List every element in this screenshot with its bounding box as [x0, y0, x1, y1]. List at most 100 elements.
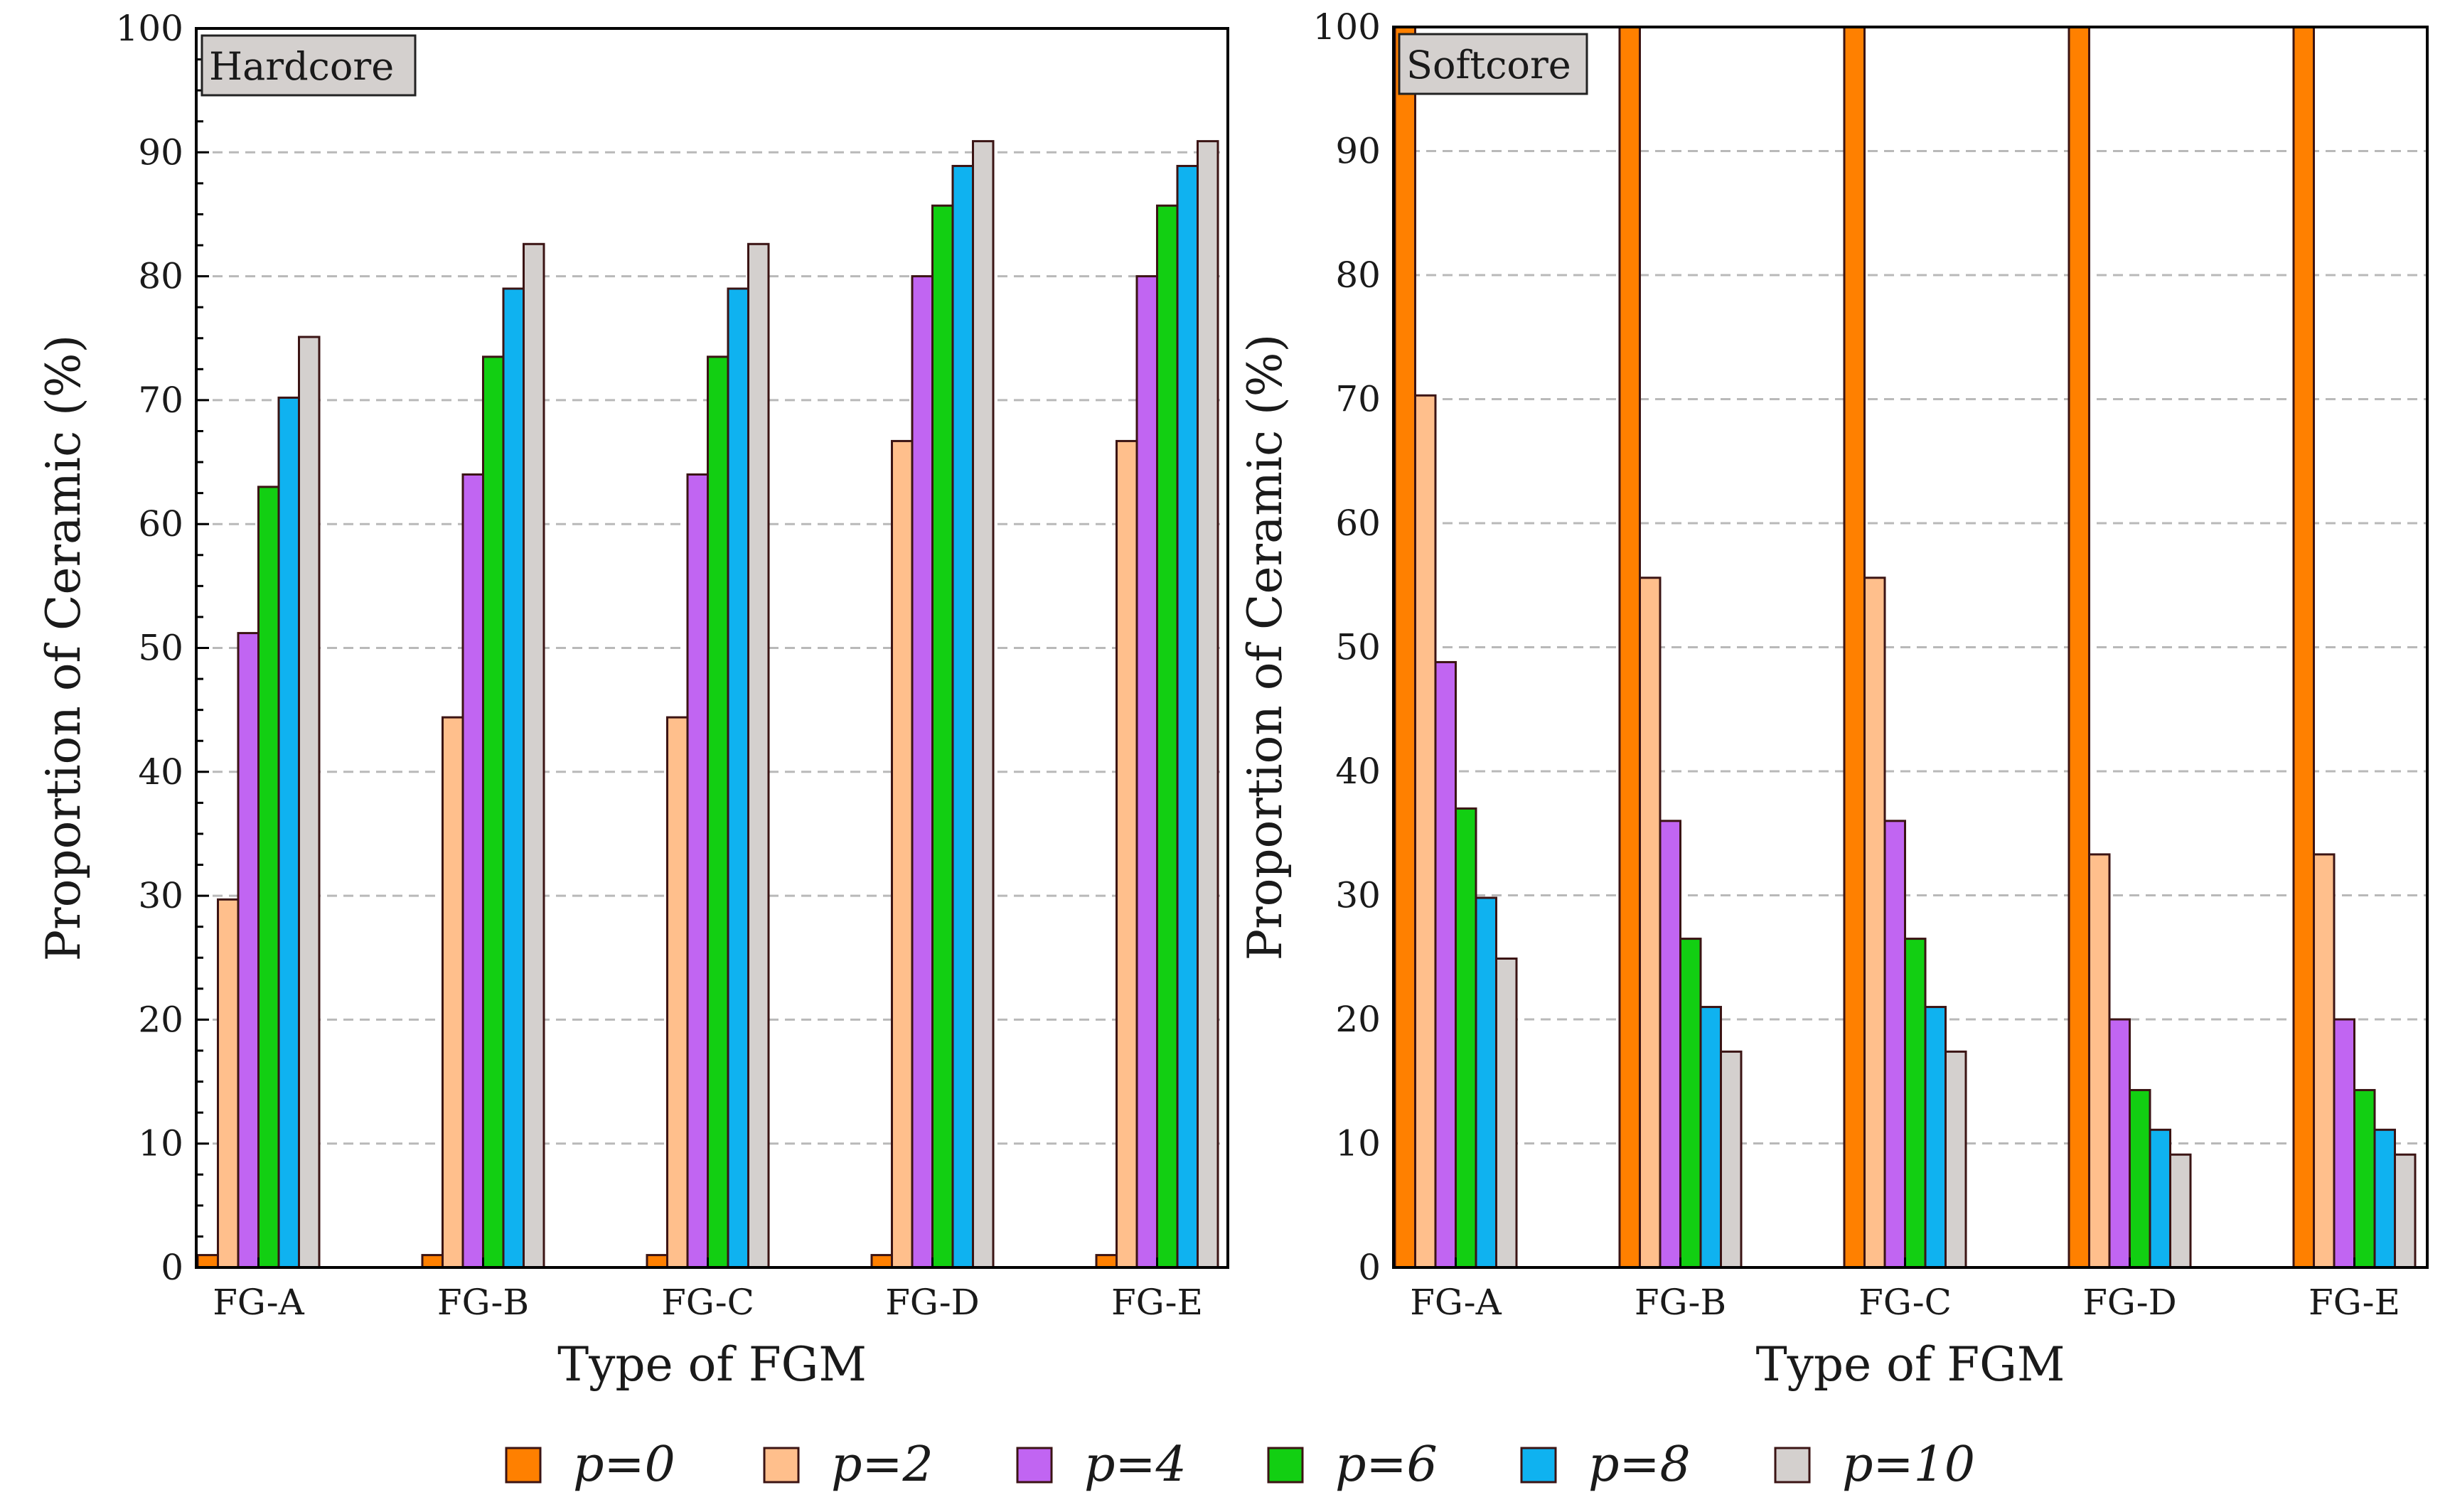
bar-fg-c-p10: [1945, 1050, 1967, 1269]
bar-fg-b-p10: [523, 242, 545, 1269]
bar-fg-d-p4: [911, 275, 934, 1269]
bar-fg-e-p10: [1197, 140, 1219, 1269]
bar-fg-d-p6: [931, 204, 954, 1269]
x-tick-label: FG-C: [661, 1282, 754, 1323]
bar-fg-a-p4: [1434, 660, 1457, 1269]
legend-label: p=10: [1842, 1437, 1975, 1493]
legend-label: p=6: [1335, 1437, 1438, 1493]
bar-fg-d-p6: [2129, 1088, 2151, 1269]
y-tick-label: 20: [138, 999, 183, 1040]
y-axis-title: Proportion of Ceramic (%): [1238, 334, 1293, 961]
bar-fg-a-p10: [1495, 957, 1518, 1269]
y-tick-label: 70: [1335, 379, 1381, 420]
panel-hardcore: 0 10 20 30 40 50 60 70 80 90 100 FG-A FG-B FG-C FG-D FG…: [36, 8, 1229, 1392]
bar-fg-b-p4: [1659, 820, 1681, 1269]
x-tick-label: FG-B: [437, 1282, 529, 1323]
x-tick-label: FG-C: [1858, 1282, 1952, 1323]
bar-fg-a-p2: [1414, 394, 1437, 1269]
panel-label: Softcore: [1406, 43, 1571, 87]
y-tick-label: 40: [1335, 751, 1381, 792]
x-tick-label: FG-D: [885, 1282, 980, 1323]
bar-fg-c-p6: [707, 355, 729, 1269]
bar-fg-b-p8: [1699, 1006, 1722, 1269]
panel-label: Hardcore: [209, 44, 394, 89]
bar-fg-c-p2: [1863, 577, 1886, 1269]
panel-softcore: 0 10 20 30 40 50 60 70 80 90 100 FG-A FG-B FG-C FG-D FG…: [1238, 6, 2429, 1392]
plot-frame: [1392, 26, 2429, 1269]
bar-fg-b-p0: [1618, 26, 1641, 1269]
bar-fg-d-p10: [2169, 1153, 2192, 1269]
bar-fg-b-p4: [461, 473, 484, 1269]
y-tick-label: 80: [138, 256, 183, 297]
bar-fg-d-p0: [2067, 26, 2090, 1269]
y-tick-label: 70: [138, 380, 183, 421]
bar-fg-a-p10: [298, 336, 321, 1269]
plot-frame: [195, 27, 1229, 1269]
bar-fg-c-p4: [1883, 820, 1906, 1269]
legend-swatch-p0: [505, 1447, 542, 1484]
bar-fg-e-p6: [2353, 1088, 2376, 1269]
panel-label-box: [200, 34, 417, 97]
legend-label: p=2: [831, 1437, 934, 1493]
y-axis-title: Proportion of Ceramic (%): [36, 335, 91, 962]
y-tick-label: 40: [138, 751, 183, 793]
bar-fg-d-p4: [2108, 1018, 2131, 1269]
legend-swatch-p8: [1520, 1447, 1557, 1484]
bar-fg-c-p2: [666, 716, 689, 1269]
bar-fg-b-p8: [502, 287, 525, 1269]
bar-fg-d-p8: [951, 164, 974, 1269]
y-tick-label: 10: [1335, 1123, 1381, 1164]
y-tick-label: 50: [138, 628, 183, 669]
y-tick-label: 60: [138, 503, 183, 545]
x-tick-label: FG-A: [1410, 1282, 1502, 1323]
bar-fg-c-p0: [1843, 26, 1866, 1269]
y-tick-label: 30: [138, 875, 183, 916]
y-tick-label: 20: [1335, 999, 1381, 1040]
x-tick-label: FG-A: [213, 1282, 304, 1323]
y-tick-label: 100: [116, 8, 183, 49]
bar-fg-d-p10: [972, 140, 995, 1269]
x-tick-label: FG-E: [2309, 1282, 2400, 1323]
bar-fg-d-p8: [2149, 1128, 2171, 1269]
bar-fg-e-p6: [1156, 204, 1179, 1269]
legend-label: p=8: [1588, 1437, 1691, 1493]
bar-fg-c-p10: [747, 242, 770, 1269]
y-tick-label: 100: [1313, 6, 1381, 48]
bar-fg-a-p8: [1475, 896, 1497, 1269]
bar-fg-b-p10: [1720, 1050, 1743, 1269]
legend-label: p=4: [1084, 1437, 1187, 1493]
bar-fg-b-p6: [1679, 938, 1702, 1269]
bar-fg-d-p0: [870, 1254, 893, 1269]
bar-fg-a-p4: [237, 632, 260, 1269]
bar-fg-b-p6: [482, 355, 505, 1269]
y-tick-label: 50: [1335, 627, 1381, 668]
bar-fg-a-p0: [196, 1254, 219, 1269]
bar-fg-e-p4: [2333, 1018, 2355, 1269]
x-tick-label: FG-B: [1635, 1282, 1726, 1323]
legend: p=0 p=2 p=4 p=6 p=8 p=10: [505, 1437, 1975, 1493]
y-tick-label: 60: [1335, 503, 1381, 544]
bar-fg-d-p2: [891, 439, 914, 1269]
bar-fg-b-p2: [1639, 577, 1662, 1269]
bar-fg-c-p6: [1904, 938, 1927, 1269]
legend-swatch-p2: [763, 1447, 800, 1484]
bar-fg-c-p8: [727, 287, 749, 1269]
bar-fg-d-p2: [2088, 853, 2111, 1269]
bar-fg-c-p8: [1924, 1006, 1947, 1269]
bar-fg-a-p0: [1393, 26, 1416, 1269]
legend-swatch-p10: [1774, 1447, 1811, 1484]
bar-fg-a-p2: [217, 898, 240, 1269]
y-tick-label: 80: [1335, 254, 1381, 296]
legend-swatch-p6: [1267, 1447, 1304, 1484]
x-tick-label: FG-E: [1111, 1282, 1203, 1323]
x-tick-label: FG-D: [2082, 1282, 2177, 1323]
bar-fg-e-p2: [2313, 853, 2336, 1269]
bar-fg-b-p0: [421, 1254, 444, 1269]
bar-fg-e-p8: [1176, 164, 1199, 1269]
bar-fg-e-p8: [2373, 1128, 2396, 1269]
bar-fg-c-p4: [686, 473, 709, 1269]
bar-fg-b-p2: [442, 716, 464, 1269]
bar-fg-e-p0: [1095, 1254, 1118, 1269]
bar-fg-a-p6: [1455, 807, 1477, 1269]
